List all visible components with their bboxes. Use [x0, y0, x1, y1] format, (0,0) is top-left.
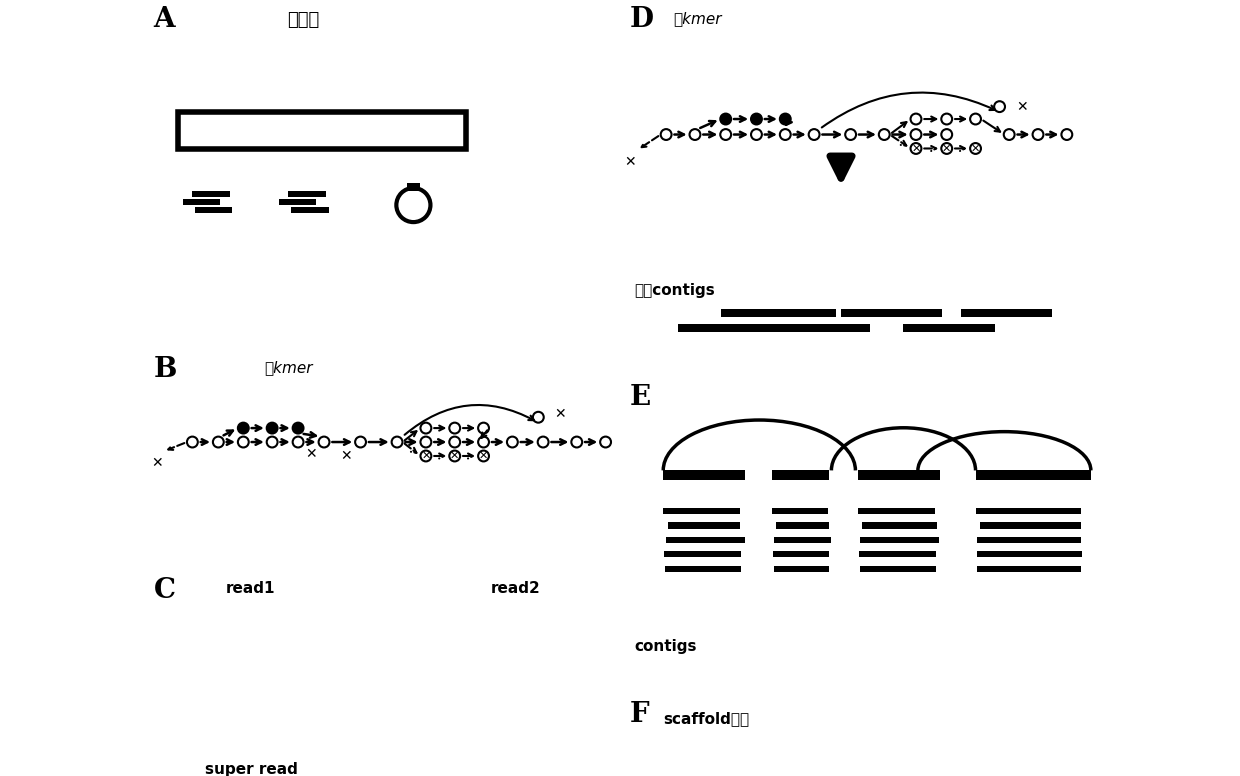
- Text: E: E: [630, 384, 651, 411]
- Text: scaffold构建: scaffold构建: [663, 711, 749, 726]
- Bar: [977, 551, 1083, 557]
- Bar: [182, 199, 219, 205]
- Text: read1: read1: [226, 581, 275, 597]
- Bar: [981, 522, 1081, 528]
- Bar: [861, 537, 939, 543]
- Bar: [776, 522, 828, 528]
- Circle shape: [228, 625, 239, 636]
- Bar: [831, 658, 946, 668]
- Bar: [859, 551, 936, 557]
- Text: ✕: ✕: [942, 144, 951, 154]
- Bar: [771, 508, 827, 514]
- Text: ✕: ✕: [971, 144, 981, 154]
- Text: ✕: ✕: [554, 407, 567, 421]
- Circle shape: [267, 423, 278, 434]
- Bar: [773, 551, 828, 557]
- Text: F: F: [630, 702, 650, 729]
- Bar: [976, 508, 1081, 514]
- Text: B: B: [154, 355, 177, 383]
- Text: ✕: ✕: [479, 451, 489, 461]
- Bar: [663, 747, 1086, 757]
- Text: 初级contigs: 初级contigs: [635, 283, 715, 299]
- Bar: [289, 191, 326, 197]
- Bar: [665, 551, 742, 557]
- Text: 小kmer: 小kmer: [264, 360, 312, 376]
- Bar: [677, 324, 784, 332]
- Circle shape: [257, 625, 268, 636]
- Text: C: C: [154, 577, 176, 604]
- Text: ✕: ✕: [911, 144, 920, 154]
- Bar: [861, 566, 936, 572]
- Text: ✕: ✕: [305, 448, 316, 462]
- Circle shape: [293, 423, 304, 434]
- Bar: [961, 309, 1053, 317]
- Bar: [977, 537, 1081, 543]
- Text: ✕: ✕: [1016, 99, 1028, 113]
- Bar: [179, 113, 466, 149]
- Circle shape: [780, 113, 791, 124]
- Bar: [279, 199, 316, 205]
- Text: ✕: ✕: [340, 449, 352, 463]
- Circle shape: [751, 113, 761, 124]
- Text: 基因组: 基因组: [286, 11, 319, 29]
- Text: read2: read2: [490, 581, 541, 597]
- Bar: [774, 566, 828, 572]
- Text: ✕: ✕: [151, 456, 162, 470]
- Text: ✕: ✕: [450, 451, 459, 461]
- Bar: [858, 470, 940, 480]
- Text: super read: super read: [205, 762, 298, 776]
- Bar: [665, 566, 742, 572]
- Bar: [862, 522, 937, 528]
- Text: ✕: ✕: [624, 154, 635, 168]
- Bar: [977, 566, 1081, 572]
- Text: 大kmer: 大kmer: [673, 11, 722, 26]
- Text: A: A: [154, 6, 175, 33]
- Bar: [668, 522, 740, 528]
- Text: contigs: contigs: [635, 639, 697, 654]
- Bar: [291, 206, 329, 213]
- Bar: [774, 537, 831, 543]
- Bar: [195, 206, 232, 213]
- Text: ✕: ✕: [422, 451, 430, 461]
- Circle shape: [238, 423, 249, 434]
- Bar: [841, 309, 942, 317]
- Bar: [663, 508, 740, 514]
- Bar: [976, 470, 1091, 480]
- Bar: [663, 658, 812, 668]
- Bar: [666, 537, 745, 543]
- Text: D: D: [630, 6, 653, 33]
- Circle shape: [203, 625, 215, 636]
- Bar: [904, 324, 994, 332]
- Circle shape: [720, 113, 732, 124]
- Bar: [663, 470, 745, 480]
- Bar: [771, 470, 830, 480]
- Bar: [858, 508, 935, 514]
- Bar: [963, 658, 1079, 668]
- Bar: [407, 183, 419, 191]
- Bar: [720, 309, 836, 317]
- Bar: [774, 324, 869, 332]
- Bar: [192, 191, 229, 197]
